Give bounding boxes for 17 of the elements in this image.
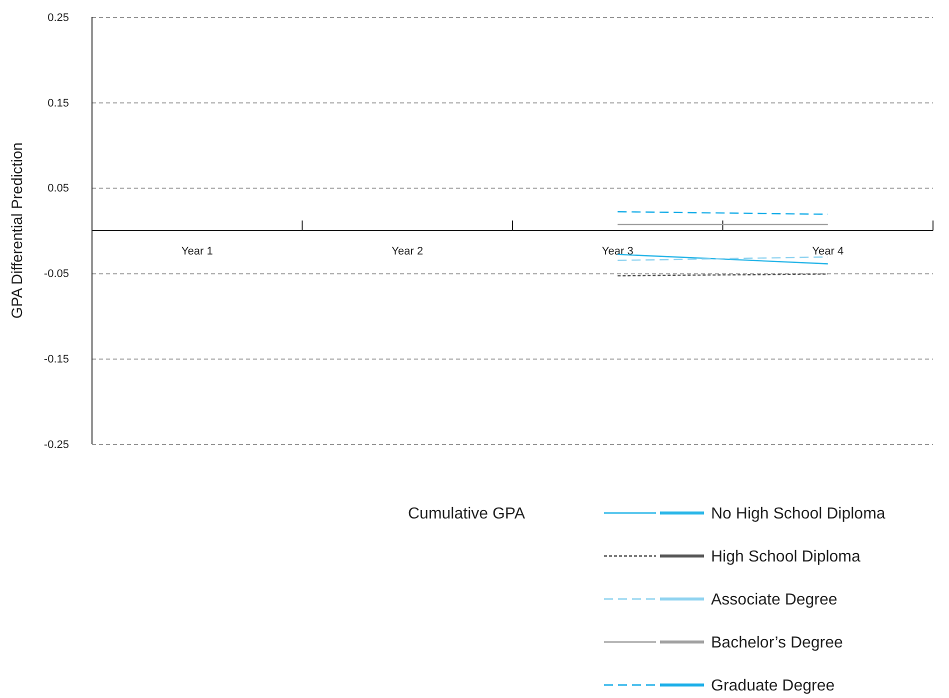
y-tick-label: 0.15 bbox=[48, 97, 69, 110]
legend-label: Graduate Degree bbox=[711, 678, 835, 695]
x-tick-label: Year 1 bbox=[181, 246, 213, 258]
x-tick-label: Year 3 bbox=[602, 246, 634, 258]
y-tick-label: 0.05 bbox=[48, 182, 69, 195]
y-tick-label: 0.25 bbox=[48, 12, 69, 24]
y-tick-label: -0.25 bbox=[44, 438, 69, 451]
legend-label: Associate Degree bbox=[711, 592, 838, 609]
x-tick-label: Year 4 bbox=[812, 246, 844, 258]
y-tick-label: -0.05 bbox=[44, 268, 69, 280]
y-axis-title: GPA Differential Prediction bbox=[9, 142, 26, 319]
legend-title: Cumulative GPA bbox=[408, 506, 526, 523]
legend-label: No High School Diploma bbox=[711, 506, 886, 523]
legend-label: Bachelor’s Degree bbox=[711, 634, 844, 652]
x-tick-label: Year 2 bbox=[392, 246, 424, 258]
legend-label: High School Diploma bbox=[711, 548, 861, 566]
y-tick-label: -0.15 bbox=[44, 353, 69, 366]
